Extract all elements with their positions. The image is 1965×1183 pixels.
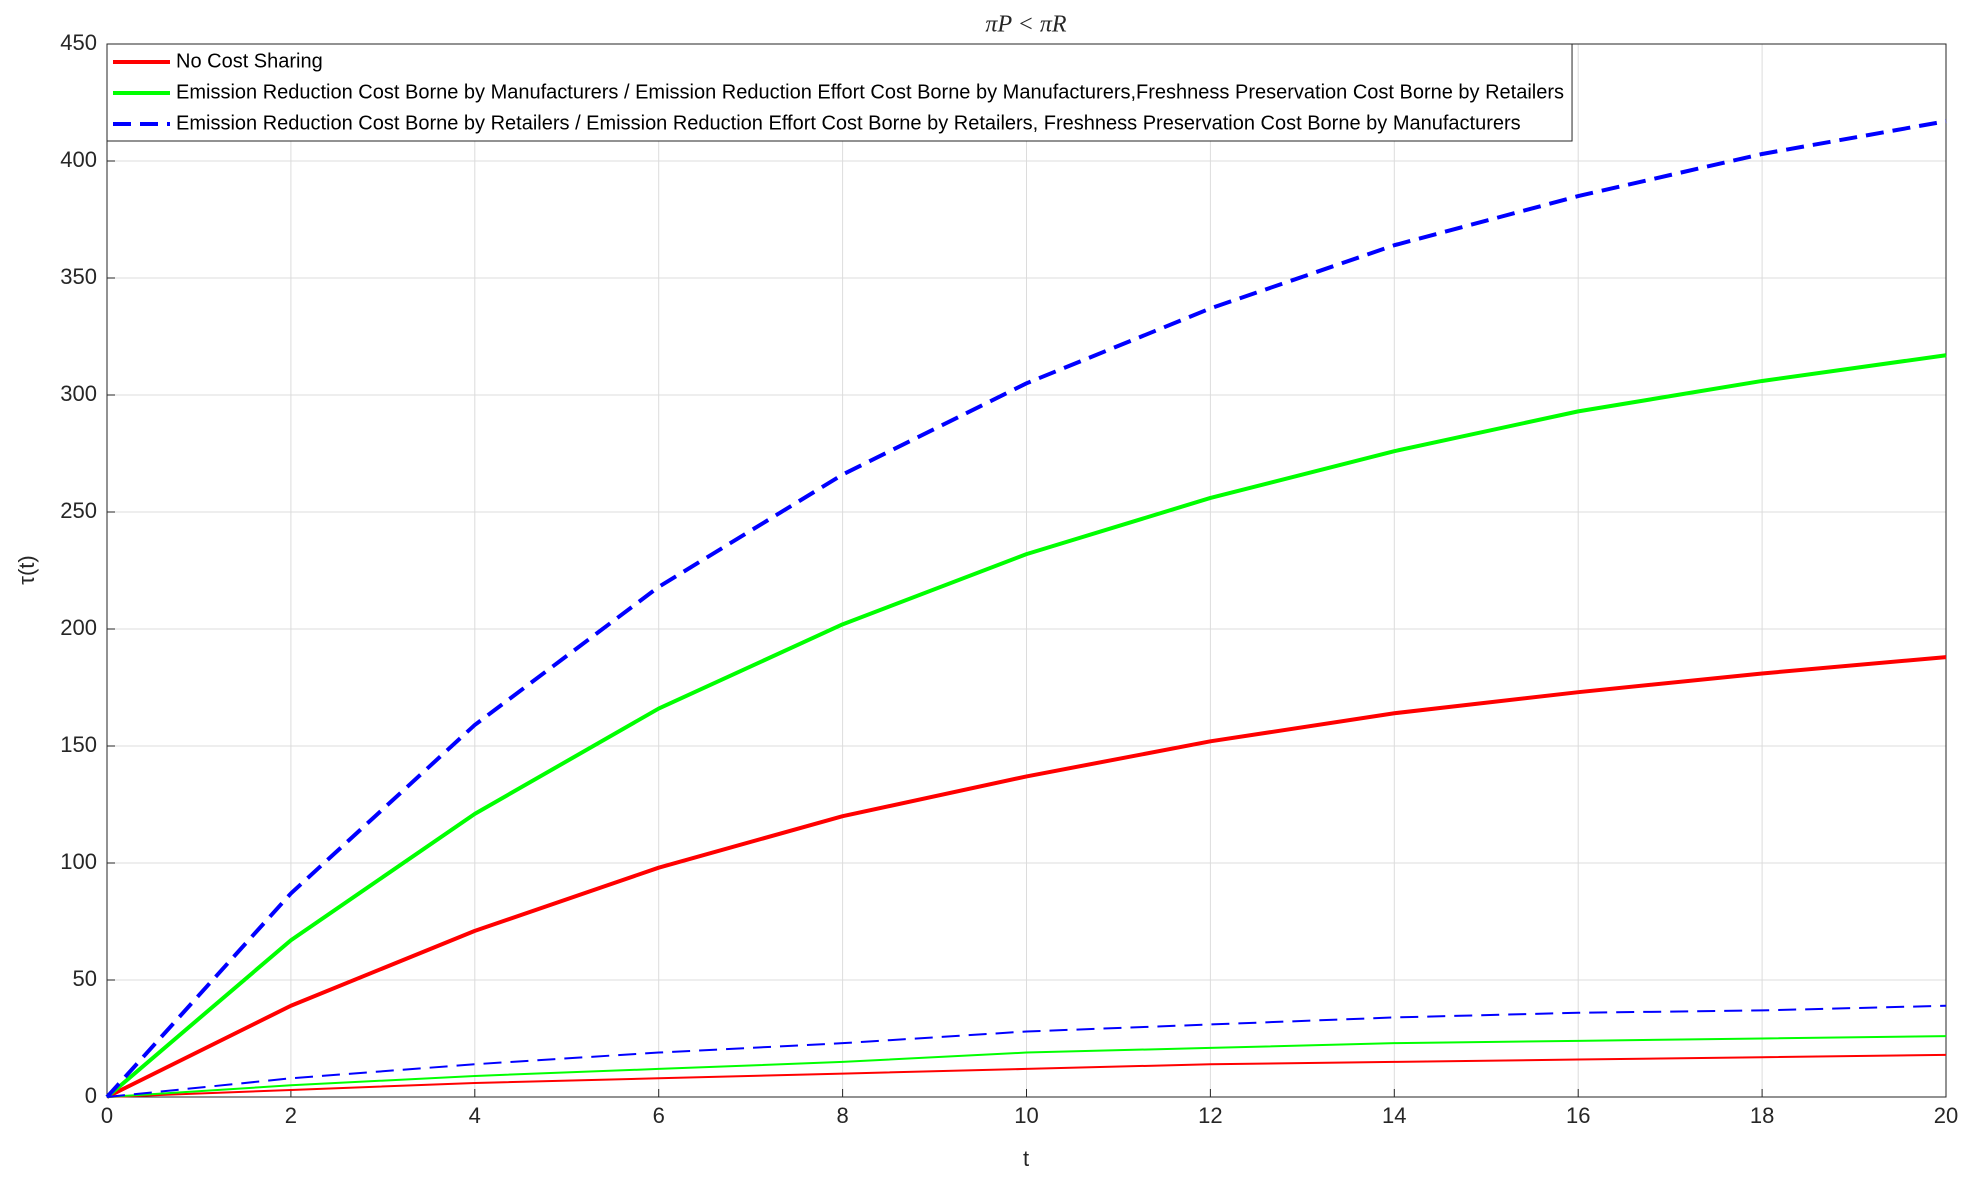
y-tick-label: 450	[60, 30, 97, 55]
series-line	[106, 1053, 1947, 1098]
legend: No Cost Sharing Emission Reduction Cost B…	[106, 43, 1573, 142]
x-tick-label: 14	[1382, 1103, 1406, 1128]
x-tick-label: 8	[836, 1103, 848, 1128]
x-axis-label: t	[1023, 1146, 1029, 1171]
y-tick-label: 300	[60, 381, 97, 406]
x-tick-label: 20	[1934, 1103, 1958, 1128]
legend-label: No Cost Sharing	[176, 50, 323, 72]
chart-title: πP < πR	[985, 12, 1066, 38]
legend-box	[106, 43, 1573, 142]
y-tick-label: 250	[60, 498, 97, 523]
legend-label: Emission Reduction Cost Borne by Manufac…	[176, 81, 1564, 103]
x-tick-label: 18	[1750, 1103, 1774, 1128]
x-tick-label: 0	[101, 1103, 113, 1128]
y-tick-label: 400	[60, 147, 97, 172]
series-line	[106, 1004, 1947, 1098]
series-line	[105, 353, 1947, 1099]
y-tick-label: 200	[60, 615, 97, 640]
x-tick-label: 10	[1014, 1103, 1038, 1128]
y-axis-label: τ(t)	[14, 555, 39, 584]
x-tick-label: 6	[653, 1103, 665, 1128]
y-tick-label: 100	[60, 849, 97, 874]
y-tick-label: 50	[73, 966, 97, 991]
series-line	[105, 119, 1947, 1099]
legend-label: Emission Reduction Cost Borne by Retaile…	[176, 112, 1521, 134]
series-line	[106, 1035, 1947, 1098]
x-tick-label: 2	[285, 1103, 297, 1128]
x-tick-label: 12	[1198, 1103, 1222, 1128]
series-line	[106, 655, 1947, 1099]
y-tick-label: 0	[85, 1083, 97, 1108]
x-tick-label: 16	[1566, 1103, 1590, 1128]
y-tick-label: 350	[60, 264, 97, 289]
y-tick-label: 150	[60, 732, 97, 757]
x-tick-label: 4	[469, 1103, 481, 1128]
